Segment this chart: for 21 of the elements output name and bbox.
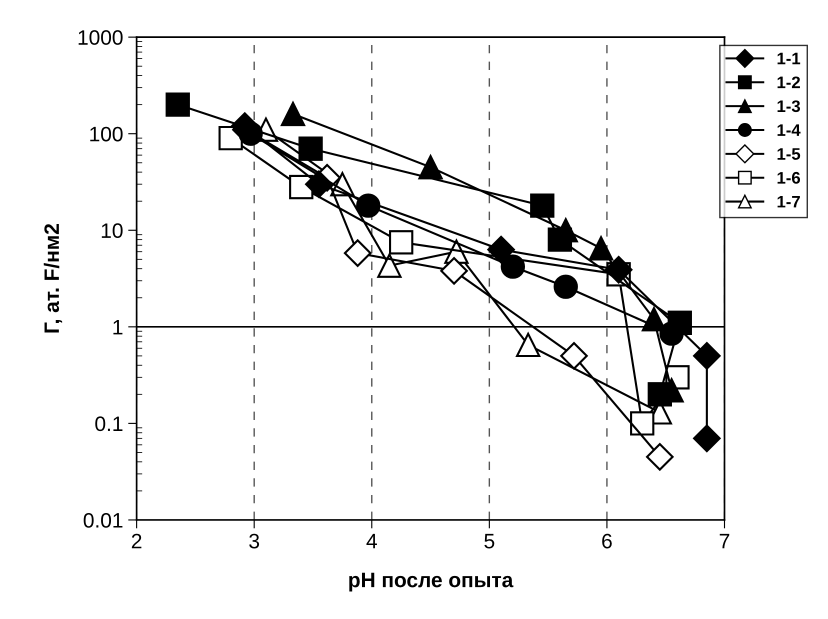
legend-label: 1-3 — [778, 100, 800, 112]
legend-label: 1-4 — [778, 124, 801, 136]
y-tick-label: 1000 — [78, 30, 123, 45]
y-tick-label: 0.01 — [84, 512, 122, 528]
x-tick-label: 5 — [484, 534, 494, 548]
y-tick-label: 100 — [90, 126, 123, 142]
x-axis-title: pH после опыта — [349, 572, 514, 592]
legend-label: 1-2 — [778, 76, 800, 88]
x-tick-label: 4 — [366, 534, 377, 548]
legend-label: 1-7 — [778, 196, 800, 208]
legend-label: 1-6 — [778, 172, 800, 184]
y-tick-label: 0.1 — [95, 416, 122, 432]
x-tick-label: 7 — [720, 534, 730, 548]
y-tick-label: 1 — [113, 320, 122, 334]
x-tick-label: 6 — [602, 534, 612, 548]
x-tick-label: 2 — [132, 534, 142, 548]
y-tick-label: 10 — [102, 223, 123, 238]
legend-label: 1-5 — [778, 148, 800, 160]
y-axis-title: Г, ат. F/нм2 — [44, 224, 62, 332]
x-tick-label: 3 — [249, 534, 260, 548]
legend-label: 1-1 — [778, 52, 800, 64]
